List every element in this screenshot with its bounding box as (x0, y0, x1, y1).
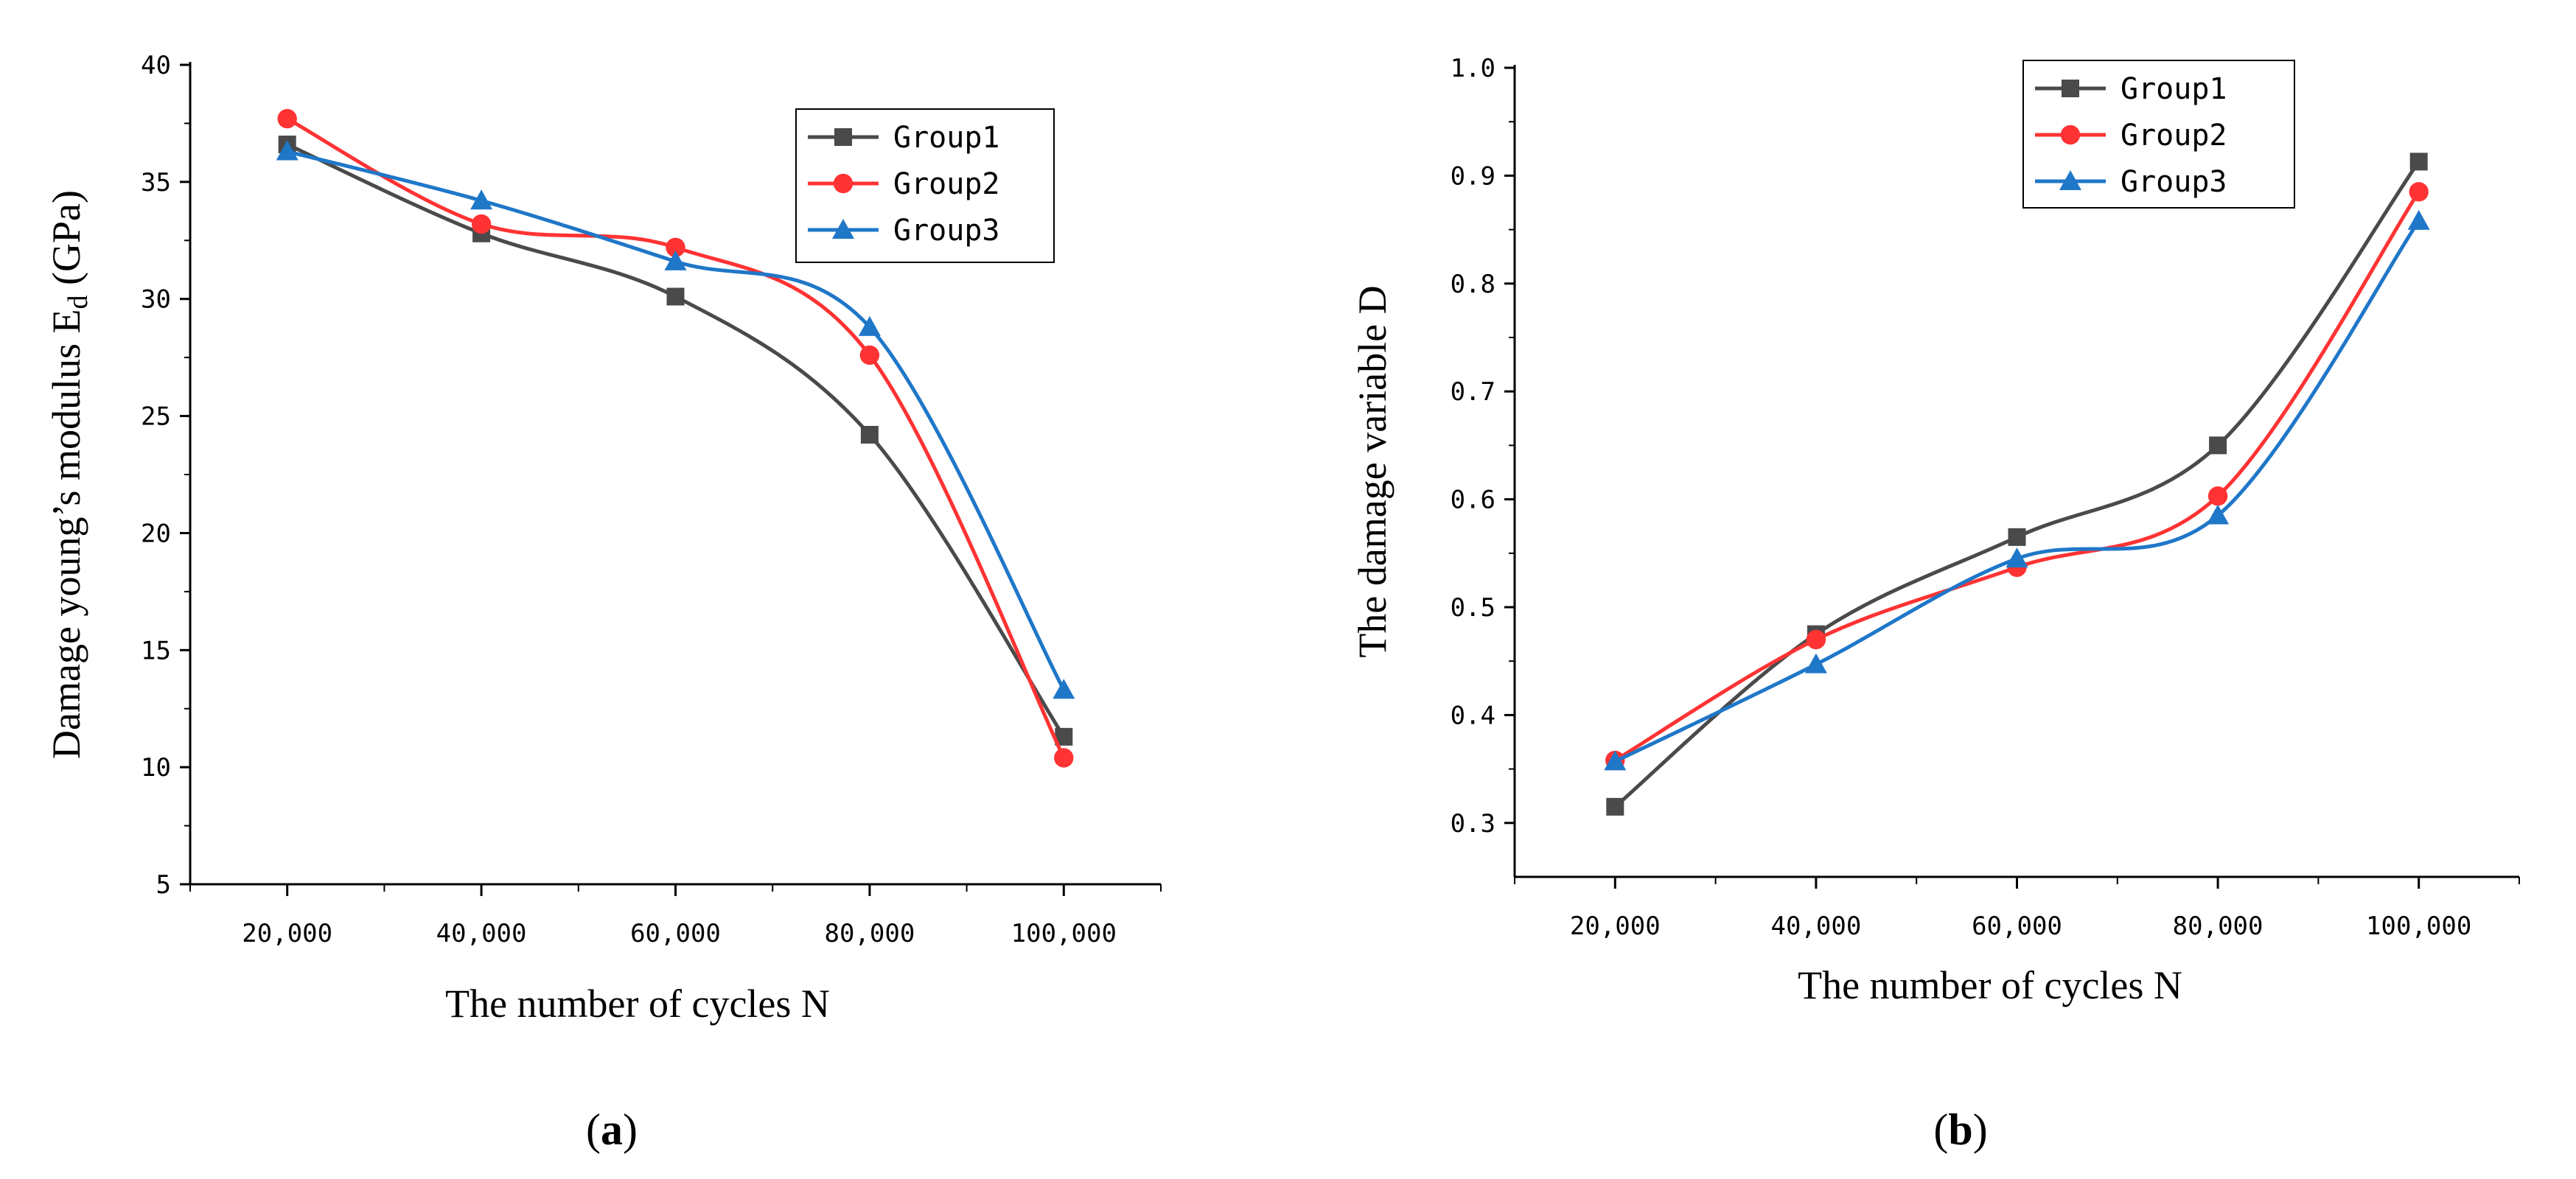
y-tick-label: 0.3 (1451, 809, 1495, 839)
data-point-group3 (1804, 653, 1827, 674)
caption-letter: b (1948, 1105, 1972, 1154)
series-group3 (1604, 209, 2430, 771)
data-point-group3 (2207, 504, 2230, 525)
series-group1 (1606, 153, 2428, 816)
series-group2 (277, 108, 1074, 768)
data-point-group2 (859, 345, 880, 365)
data-point-group3 (1053, 679, 1075, 699)
series-line-group1 (1613, 160, 2420, 808)
legend-marker (833, 173, 854, 194)
data-point-group1 (1606, 797, 1624, 816)
data-point-group3 (2407, 209, 2430, 230)
y-axis-title-subscript: d (63, 295, 94, 309)
legend-label: Group3 (893, 214, 1000, 248)
x-tick-label: 60,000 (1972, 912, 2062, 941)
data-point-group1 (2008, 528, 2026, 546)
series-line-group2 (1614, 190, 2420, 763)
data-point-group1 (860, 425, 879, 444)
y-tick-label: 40 (141, 51, 171, 80)
x-tick-label: 100,000 (2366, 912, 2471, 941)
data-point-group2 (666, 237, 685, 258)
series-group3 (276, 140, 1075, 699)
y-axis-title-unit: (GPa) (44, 190, 88, 295)
data-point-group2 (1054, 748, 1074, 768)
data-point-group2 (1806, 629, 1826, 650)
data-point-group2 (471, 214, 492, 234)
data-point-group1 (666, 287, 685, 306)
caption-close-paren: ) (1973, 1105, 1988, 1154)
series-line-group2 (286, 116, 1066, 759)
legend-label: Group3 (2121, 165, 2227, 199)
y-tick-label: 10 (141, 753, 171, 783)
y-tick-label: 0.7 (1451, 377, 1495, 407)
y-tick-label: 25 (141, 402, 171, 432)
legend-label: Group1 (2121, 72, 2227, 106)
data-point-group3 (664, 250, 687, 270)
caption-open-paren: ( (1933, 1105, 1948, 1154)
data-point-group2 (2207, 486, 2228, 506)
y-axis-title: Damage young’s modulus Ed (GPa) (44, 190, 94, 759)
legend: Group1 Group2 Group3 (795, 108, 1055, 263)
x-tick-label: 80,000 (824, 919, 915, 948)
data-point-group3 (858, 315, 881, 336)
data-point-group2 (277, 108, 297, 129)
x-tick-label: 80,000 (2173, 912, 2263, 941)
series-group2 (1605, 182, 2429, 771)
y-tick-label: 0.6 (1451, 486, 1495, 515)
y-axis-title: The damage variable D (1350, 285, 1395, 657)
legend-marker (834, 128, 852, 146)
x-tick-label: 20,000 (1570, 912, 1661, 941)
y-tick-label: 0.4 (1451, 701, 1495, 730)
y-tick-label: 30 (141, 285, 171, 315)
legend-marker (832, 219, 854, 239)
legend-label: Group2 (893, 167, 1000, 201)
data-point-group3 (276, 140, 299, 161)
data-point-group3 (1604, 750, 1627, 771)
legend-marker (2060, 125, 2081, 145)
legend-label: Group2 (2121, 119, 2227, 153)
x-axis-title: The number of cycles N (1798, 963, 2182, 1007)
legend-label: Group1 (893, 121, 1000, 155)
panel-caption: (b) (1933, 1105, 1987, 1154)
panel-caption: (a) (586, 1105, 638, 1154)
data-point-group1 (2209, 436, 2227, 455)
y-tick-label: 5 (156, 870, 171, 900)
legend: Group1 Group2 Group3 (2022, 60, 2295, 209)
legend-marker (2062, 80, 2079, 97)
y-tick-label: 20 (141, 519, 171, 548)
x-axis-title: The number of cycles N (445, 982, 830, 1026)
y-axis-title-text: Damage young’s modulus E (44, 309, 88, 759)
chart-panel-b: 0.3 0.4 0.5 0.6 0.7 0.8 0.9 1.0 20,000 40,000 60,0… (1350, 54, 2520, 1154)
x-tick-label: 40,000 (436, 919, 527, 948)
y-tick-label: 15 (141, 636, 171, 665)
y-tick-label: 1.0 (1451, 54, 1495, 83)
data-point-group2 (2409, 182, 2429, 202)
y-tick-label: 35 (141, 168, 171, 197)
legend-marker (2059, 170, 2081, 190)
x-tick-label: 60,000 (630, 919, 721, 948)
data-point-group3 (470, 189, 493, 210)
y-tick-label: 0.8 (1451, 270, 1495, 299)
caption-open-paren: ( (586, 1105, 601, 1154)
y-axis-title-text: The damage variable D (1350, 285, 1395, 657)
series-line-group3 (287, 150, 1066, 691)
caption-letter: a (601, 1105, 623, 1154)
x-tick-label: 40,000 (1770, 912, 1861, 941)
y-tick-label: 0.5 (1451, 593, 1495, 623)
x-tick-label: 100,000 (1011, 919, 1117, 948)
data-point-group1 (2409, 153, 2428, 171)
chart-panel-a: 5 10 15 20 25 30 35 40 20,000 40,000 60,000 80,000 1… (44, 51, 1162, 1154)
data-point-group3 (2006, 547, 2028, 568)
series-line-group3 (1614, 220, 2420, 763)
x-tick-label: 20,000 (242, 919, 332, 948)
y-tick-label: 0.9 (1451, 161, 1495, 191)
series-line-group1 (286, 142, 1066, 738)
caption-close-paren: ) (623, 1105, 638, 1154)
